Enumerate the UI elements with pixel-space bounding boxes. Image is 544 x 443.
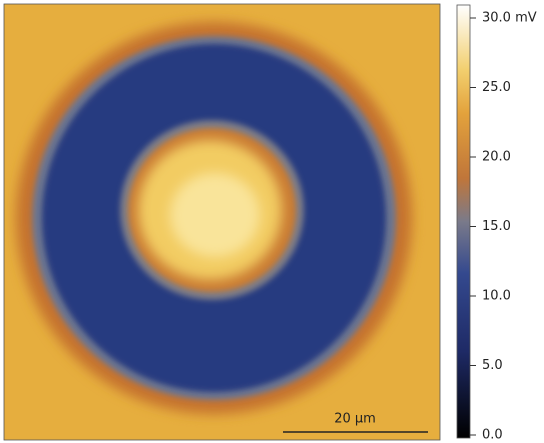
colorbar [457,5,470,438]
colorbar-tick-label: 25.0 [482,80,511,95]
figure: 20 µm 0.0 5.0 10.0 15.0 20.0 25.0 30.0 mV [0,0,544,443]
potential-map [4,4,440,440]
colorbar-tick-label: 15.0 [482,219,511,234]
page: 20 µm 0.05.010.015.020.025.030.0 mV (() … [0,0,544,443]
scale-bar-label: 20 µm [334,412,376,427]
colorbar-tick-label: 5.0 [482,358,503,373]
colorbar-tick-label: 0.0 [482,428,503,443]
colorbar-tick-label: 10.0 [482,289,511,304]
colorbar-tick-label: 20.0 [482,150,511,165]
colorbar-tick-label: 30.0 mV [482,11,537,26]
